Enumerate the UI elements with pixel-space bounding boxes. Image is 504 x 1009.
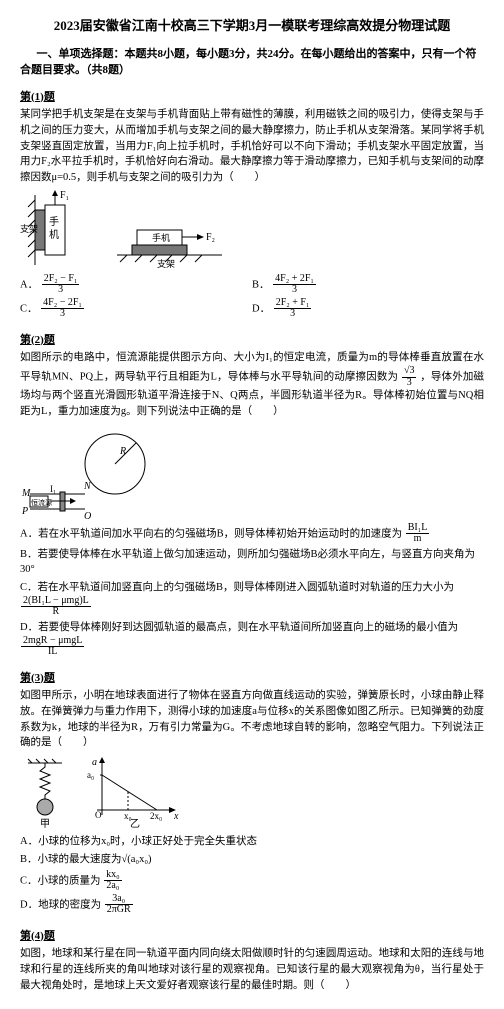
q1-option-c: C． 4F₂ − 2F₁3	[20, 298, 252, 320]
q1-fig1-stand-label: 支架	[20, 223, 38, 234]
q3-figure-yi: a₀ x₀ 2x₀ O a x 乙	[82, 755, 182, 830]
q3-figure-jia: 甲	[20, 755, 70, 830]
q3-fig-2x0: 2x₀	[150, 811, 162, 821]
q2-fig-q: Q	[84, 511, 92, 519]
q2-option-c: C．若在水平轨道间加竖直向上的匀强磁场B，则导体棒刚进入圆弧轨道时对轨道的压力大…	[20, 580, 484, 618]
q2-label: 第(2)题	[20, 332, 484, 349]
q1-fig1-phone-label: 手	[49, 215, 59, 228]
q2-fig-source: 恒流源	[31, 498, 52, 507]
q2-fig-p: P	[21, 506, 28, 517]
q3-fig-yi-label: 乙	[130, 818, 140, 830]
q2-figure: R M P N Q 恒流源 I₁	[20, 424, 150, 519]
q1-fig2-phone-label: 手机	[152, 232, 170, 243]
q2-options: A．若在水平轨道间加水平向右的匀强磁场B，则导体棒初始开始运动时的加速度为 BI…	[20, 523, 484, 660]
q1-fig2-f2-label: F₂	[206, 232, 215, 243]
q2-fig-n: N	[83, 481, 92, 492]
q3-fig-a-axis: a	[92, 757, 97, 768]
q2-option-b: B．若要使导体棒在水平轨道上做匀加速运动，则所加匀强磁场B必须水平向左，与竖直方…	[20, 547, 484, 579]
q1-label: 第(1)题	[20, 89, 484, 106]
page-title: 2023届安徽省江南十校高三下学期3月一模联考理综高效提分物理试题	[20, 16, 484, 36]
q3-label: 第(3)题	[20, 670, 484, 687]
q1-fig2-stand-label: 支架	[157, 258, 175, 269]
q3-fig-x-axis: x	[173, 811, 179, 822]
q1-figures: F₁ 手 机 支架 手机 F₂ 支架	[20, 190, 484, 270]
q2-option-a: A．若在水平轨道间加水平向右的匀强磁场B，则导体棒初始开始运动时的加速度为 BI…	[20, 523, 484, 545]
q3-option-c: C．小球的质量为 kx₀2a₀	[20, 870, 484, 892]
section-1-header: 一、单项选择题：本题共8小题，每小题3分，共24分。在每小题给出的答案中，只有一…	[20, 46, 484, 79]
q1-fig1-phone-label2: 机	[49, 228, 59, 241]
q3-option-d: D．地球的密度为 3a₀2πGR	[20, 894, 484, 916]
q1-option-a: A． 2F₂ − F₁3	[20, 274, 252, 296]
q1-options: A． 2F₂ − F₁3 B． 4F₂ + 2F₁3 C． 4F₂ − 2F₁3…	[20, 274, 484, 322]
q1-body: 某同学把手机支架是在支架与手机背面贴上带有磁性的薄膜，利用磁铁之间的吸引力，使得…	[20, 107, 484, 186]
q3-option-b: B．小球的最大速度为√(a₀x₀)	[20, 852, 484, 868]
q3-figures: 甲 a₀ x₀ 2x₀ O a x 乙	[20, 755, 484, 830]
q4-label: 第(4)题	[20, 928, 484, 945]
q2-fig-i1: I₁	[50, 484, 56, 494]
q3-fig-a0: a₀	[87, 770, 94, 780]
q3-fig-jia-label: 甲	[40, 819, 50, 830]
q1-option-b: B． 4F₂ + 2F₁3	[252, 274, 484, 296]
q3-option-a: A．小球的位移为x₀时，小球正好处于完全失重状态	[20, 834, 484, 850]
q3-options: A．小球的位移为x₀时，小球正好处于完全失重状态 B．小球的最大速度为√(a₀x…	[20, 834, 484, 918]
q1-figure-2: 手机 F₂ 支架	[112, 210, 232, 270]
q2-fig-r: R	[119, 446, 126, 457]
q2-option-d: D．若要使导体棒刚好到达圆弧轨道的最高点，则在水平轨道间所加竖直向上的磁场的最小…	[20, 620, 484, 658]
q1-option-d: D． 2F₂ + F₁3	[252, 298, 484, 320]
q2-body: 如图所示的电路中，恒流源能提供图示方向、大小为I₁的恒定电流，质量为m的导体棒垂…	[20, 350, 484, 419]
q1-fig1-f1-label: F₁	[60, 190, 69, 201]
q3-body: 如图甲所示，小明在地球表面进行了物体在竖直方向做直线运动的实验，弹簧原长时，小球…	[20, 688, 484, 751]
q3-fig-o: O	[95, 810, 102, 820]
q1-figure-1: F₁ 手 机 支架	[20, 190, 100, 270]
q2-figure-row: R M P N Q 恒流源 I₁	[20, 424, 484, 519]
q4-body: 如图，地球和某行星在同一轨道平面内同向绕太阳做顺时针的匀速圆周运动。地球和太阳的…	[20, 946, 484, 993]
